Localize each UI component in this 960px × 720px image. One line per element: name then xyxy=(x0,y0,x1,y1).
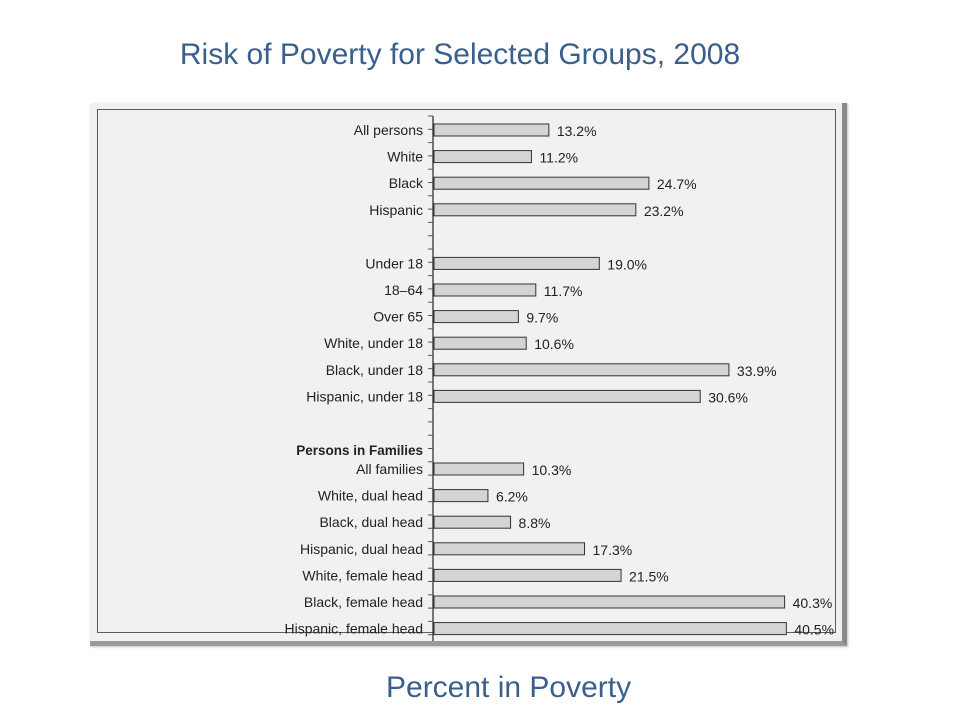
group-heading: Persons in Families xyxy=(296,443,423,458)
category-label: Black xyxy=(389,175,424,191)
bar xyxy=(433,622,787,636)
category-label: White, dual head xyxy=(318,488,423,504)
category-label: Black, under 18 xyxy=(326,362,423,378)
category-label: White, under 18 xyxy=(324,335,423,351)
category-label: Hispanic, dual head xyxy=(300,541,423,557)
bar xyxy=(433,595,786,609)
bar xyxy=(433,568,622,582)
bar xyxy=(433,123,550,137)
data-label: 21.5% xyxy=(629,568,669,584)
category-label: All families xyxy=(356,461,423,477)
bar xyxy=(433,150,532,164)
data-label: 40.3% xyxy=(793,595,833,611)
category-label: White, female head xyxy=(302,567,423,583)
category-label: Black, dual head xyxy=(319,514,423,530)
data-label: 11.2% xyxy=(539,150,578,166)
data-label: 33.9% xyxy=(737,363,777,379)
bar xyxy=(433,203,637,217)
data-label: 10.3% xyxy=(532,462,572,478)
bar xyxy=(433,515,512,529)
bar xyxy=(433,389,701,403)
data-label: 17.3% xyxy=(593,542,633,558)
data-label: 19.0% xyxy=(607,256,647,272)
category-label: Black, female head xyxy=(304,594,423,610)
data-label: 6.2% xyxy=(496,489,528,505)
data-label: 9.7% xyxy=(526,310,558,326)
chart-title: Risk of Poverty for Selected Groups, 200… xyxy=(179,38,741,71)
category-label: Hispanic xyxy=(369,202,423,218)
bar xyxy=(433,542,586,556)
bar xyxy=(433,310,519,324)
data-label: 13.2% xyxy=(557,123,597,139)
category-label: 18–64 xyxy=(384,282,423,298)
category-label: White xyxy=(387,149,423,165)
chart-scan-panel: Persons in Families All persons 13.2% White… xyxy=(90,103,847,646)
category-label: Over 65 xyxy=(373,309,423,325)
bar xyxy=(433,283,537,297)
bar xyxy=(433,176,650,190)
bar-chart: Persons in Families All persons 13.2% White… xyxy=(284,115,834,641)
x-axis-label: Percent in Poverty xyxy=(386,671,632,704)
bar xyxy=(433,489,489,503)
category-label: Under 18 xyxy=(365,255,423,271)
bar xyxy=(433,336,527,350)
category-label: Hispanic, female head xyxy=(284,621,423,637)
bar xyxy=(433,256,600,270)
data-label: 23.2% xyxy=(644,203,684,219)
data-label: 40.5% xyxy=(794,622,834,638)
data-label: 24.7% xyxy=(657,176,697,192)
bar xyxy=(433,462,525,476)
category-label: All persons xyxy=(354,122,423,138)
bar xyxy=(433,363,730,377)
data-label: 11.7% xyxy=(544,283,583,299)
data-label: 8.8% xyxy=(519,515,551,531)
data-label: 10.6% xyxy=(534,336,574,352)
data-label: 30.6% xyxy=(708,389,748,405)
category-label: Hispanic, under 18 xyxy=(306,388,423,404)
